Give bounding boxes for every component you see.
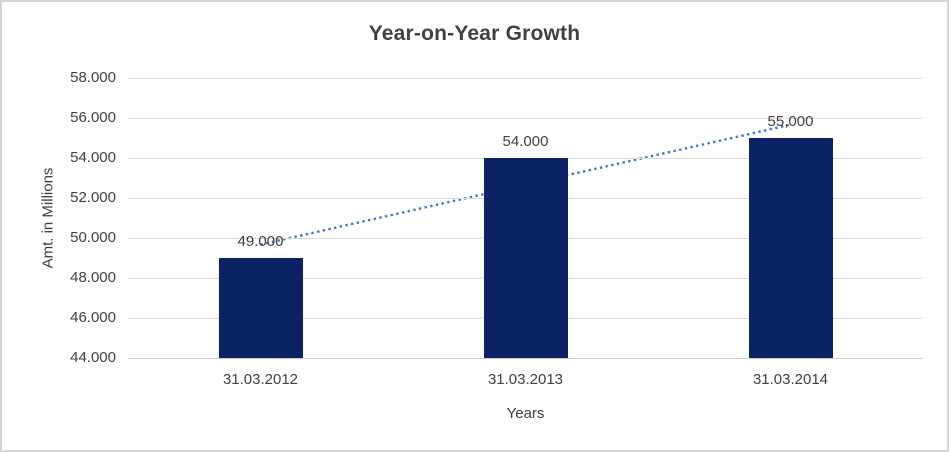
- plot-area: 49.000 54.000 55,000: [128, 77, 923, 359]
- gridline: [128, 77, 923, 79]
- chart-title: Year-on-Year Growth: [368, 22, 581, 45]
- bar-data-label: 54.000: [502, 133, 549, 150]
- gridline: [128, 117, 923, 119]
- y-tick-label: 44.000: [70, 349, 116, 366]
- x-axis-title: Years: [506, 405, 545, 422]
- y-tick-label: 46.000: [70, 309, 116, 326]
- x-tick-label: 31.03.2013: [487, 371, 564, 388]
- x-tick-label: 31.03.2012: [222, 371, 299, 388]
- bar: [483, 158, 568, 358]
- y-tick-label: 54.000: [70, 149, 116, 166]
- bar: [748, 138, 833, 358]
- y-tick-label: 56.000: [70, 109, 116, 126]
- y-axis-title-text: Amt. in Millions: [39, 167, 57, 269]
- x-axis-line: [128, 357, 923, 359]
- bar-data-label: 49.000: [237, 233, 284, 250]
- y-tick-label: 52.000: [70, 189, 116, 206]
- bar: [218, 258, 303, 358]
- y-tick-label: 48.000: [70, 269, 116, 286]
- bar-data-label: 55,000: [767, 113, 814, 130]
- y-tick-label: 50.000: [70, 229, 116, 246]
- y-tick-label: 58.000: [70, 69, 116, 86]
- x-tick-label: 31.03.2014: [752, 371, 829, 388]
